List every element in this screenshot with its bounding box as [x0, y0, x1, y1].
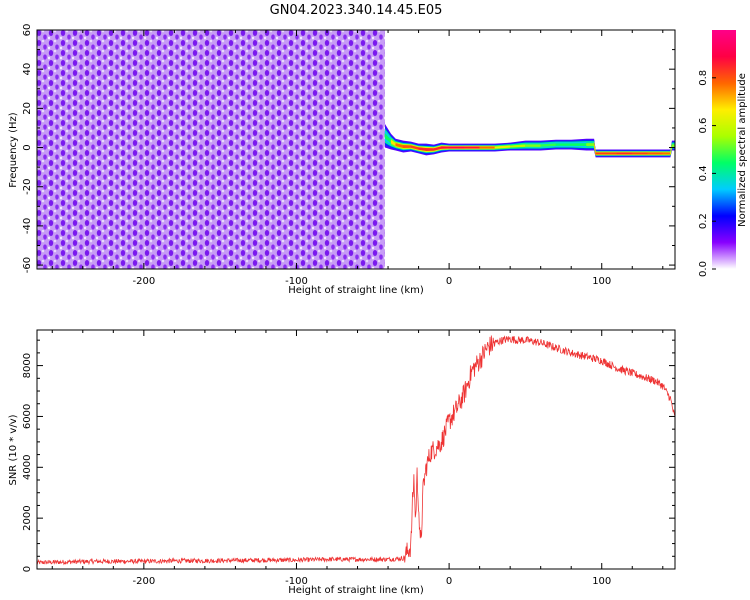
- colorbar-bar: [712, 30, 736, 269]
- y-tick-label: -60: [22, 257, 33, 273]
- figure-title: GN04.2023.340.14.45.E05: [270, 3, 443, 18]
- spectrogram-noise-region: [37, 30, 385, 269]
- band-core-segment: [403, 145, 412, 148]
- snr-frame: [36, 329, 676, 570]
- y-tick-label: -40: [22, 218, 33, 234]
- spectrogram-x-ticks: -200 -100 0 100: [51, 30, 664, 287]
- band-core-segment: [448, 146, 465, 149]
- x-tick-label: 0: [446, 576, 452, 587]
- band-core-segment: [671, 144, 675, 147]
- y-tick-label: 4000: [22, 455, 33, 480]
- band-core-segment: [441, 146, 450, 149]
- x-tick-label: 100: [592, 576, 611, 587]
- band-core-segment: [647, 152, 664, 155]
- snr-y-axis-label: SNR (10 * v/v): [8, 414, 19, 485]
- snr-series-line: [37, 335, 675, 566]
- band-core-segment: [662, 152, 671, 155]
- y-tick-label: -20: [22, 179, 33, 195]
- x-tick-label: -200: [132, 276, 155, 287]
- snr-x-ticks: -200 -100 0 100: [51, 330, 664, 587]
- band-core-segment: [616, 152, 633, 155]
- x-tick-label: 0: [446, 276, 452, 287]
- y-tick-label: 40: [22, 63, 33, 76]
- y-tick-label: 0: [22, 566, 33, 572]
- band-core-segment: [555, 143, 572, 146]
- colorbar-label: Normalized spectral amplitude: [737, 73, 748, 227]
- snr-plot-area: [37, 330, 675, 569]
- band-core-segment: [570, 143, 587, 147]
- band-core-segment: [425, 148, 435, 151]
- colorbar-ticks: 0.0 0.2 0.4 0.6 0.8: [698, 70, 716, 277]
- spectrogram-frame: [36, 29, 676, 270]
- spectrogram-y-axis-label: Frequency (Hz): [8, 112, 19, 188]
- colorbar-tick-label: 0.8: [698, 70, 709, 86]
- y-tick-label: 20: [22, 102, 33, 115]
- x-tick-label: 100: [592, 276, 611, 287]
- colorbar-tick-label: 0.6: [698, 118, 709, 134]
- band-core-segment: [586, 143, 595, 147]
- colorbar-tick-label: 0.2: [698, 213, 709, 229]
- spectrogram-x-axis-label: Height of straight line (km): [288, 285, 424, 296]
- band-core-segment: [632, 152, 648, 155]
- spectrogram-image: [37, 30, 675, 269]
- y-tick-label: 0: [22, 144, 33, 150]
- y-tick-label: 60: [22, 24, 33, 37]
- band-core-segment: [479, 146, 496, 149]
- colorbar-tick-label: 0.0: [698, 261, 709, 277]
- spectrogram-signal-band: [384, 124, 675, 158]
- snr-x-axis-label: Height of straight line (km): [288, 585, 424, 596]
- x-tick-label: -200: [132, 576, 155, 587]
- band-core-segment: [525, 144, 541, 147]
- colorbar: 0.0 0.2 0.4 0.6 0.8 Normalized spectral ampl…: [698, 30, 748, 277]
- y-tick-label: 2000: [22, 505, 33, 530]
- band-core-segment: [595, 152, 618, 155]
- snr-y-ticks: 0 2000 4000 6000 8000: [22, 339, 675, 572]
- band-core-segment: [464, 146, 480, 149]
- y-tick-label: 6000: [22, 404, 33, 429]
- colorbar-tick-label: 0.4: [698, 165, 709, 181]
- y-tick-label: 8000: [22, 353, 33, 378]
- x-tick-label: -100: [285, 276, 308, 287]
- spectrogram-y-ticks: -60 -40 -20 0 20 40 60: [22, 24, 675, 273]
- x-tick-label: -100: [285, 576, 308, 587]
